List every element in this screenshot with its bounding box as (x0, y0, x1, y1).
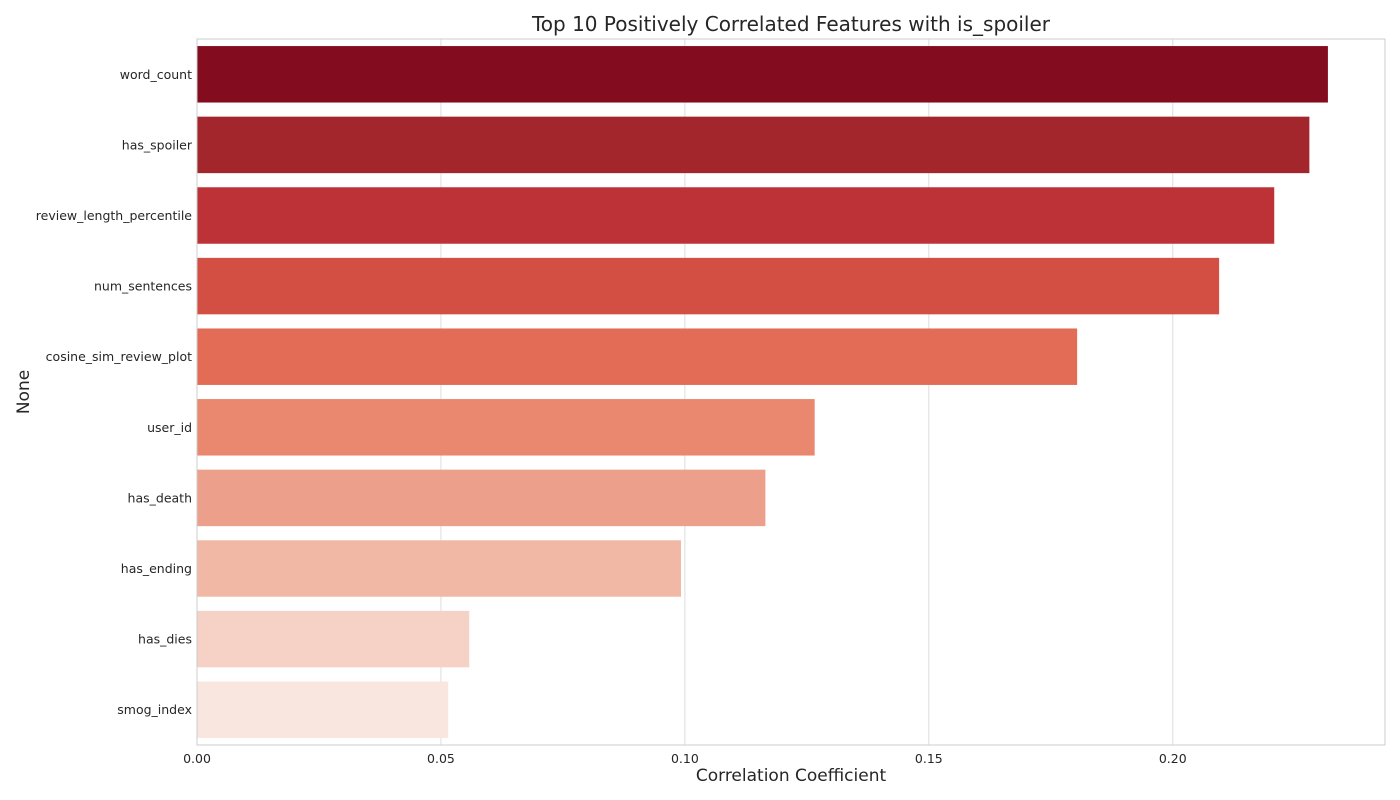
y-tick-label: has_death (128, 490, 192, 505)
y-tick-label: has_ending (121, 561, 192, 576)
x-tick-label: 0.10 (671, 751, 699, 766)
x-tick-label: 0.15 (915, 751, 943, 766)
chart-title: Top 10 Positively Correlated Features wi… (531, 12, 1051, 36)
y-tick-label: has_dies (138, 632, 192, 647)
plot-frame (196, 38, 1386, 746)
bars-layer (197, 46, 1328, 738)
bar-smog-index (197, 681, 449, 738)
bar-review-length-percentile (197, 187, 1275, 244)
bar-cosine-sim-review-plot (197, 328, 1078, 385)
x-tick-label: 0.20 (1159, 751, 1187, 766)
y-axis-label: None (14, 370, 34, 414)
bar-user-id (197, 399, 815, 456)
y-tick-label: word_count (120, 67, 192, 82)
y-tick-label: review_length_percentile (36, 208, 193, 223)
y-tick-labels: word_count has_spoiler review_length_perce… (36, 67, 193, 717)
bar-has-death (197, 469, 766, 527)
bar-has-ending (197, 540, 681, 597)
y-tick-label: smog_index (117, 702, 192, 717)
x-tick-label: 0.05 (427, 751, 455, 766)
y-tick-label: has_spoiler (122, 137, 193, 152)
bar-has-spoiler (197, 116, 1310, 174)
bar-num-sentences (197, 257, 1220, 315)
y-tick-label: cosine_sim_review_plot (46, 349, 192, 364)
bar-word-count (197, 46, 1328, 103)
y-tick-label: user_id (147, 420, 192, 435)
y-tick-label: num_sentences (94, 279, 192, 294)
bar-has-dies (197, 610, 470, 668)
x-tick-label: 0.00 (183, 751, 211, 766)
x-axis-label: Correlation Coefficient (696, 766, 887, 786)
x-tick-labels: 0.00 0.05 0.10 0.15 0.20 (183, 751, 1187, 766)
